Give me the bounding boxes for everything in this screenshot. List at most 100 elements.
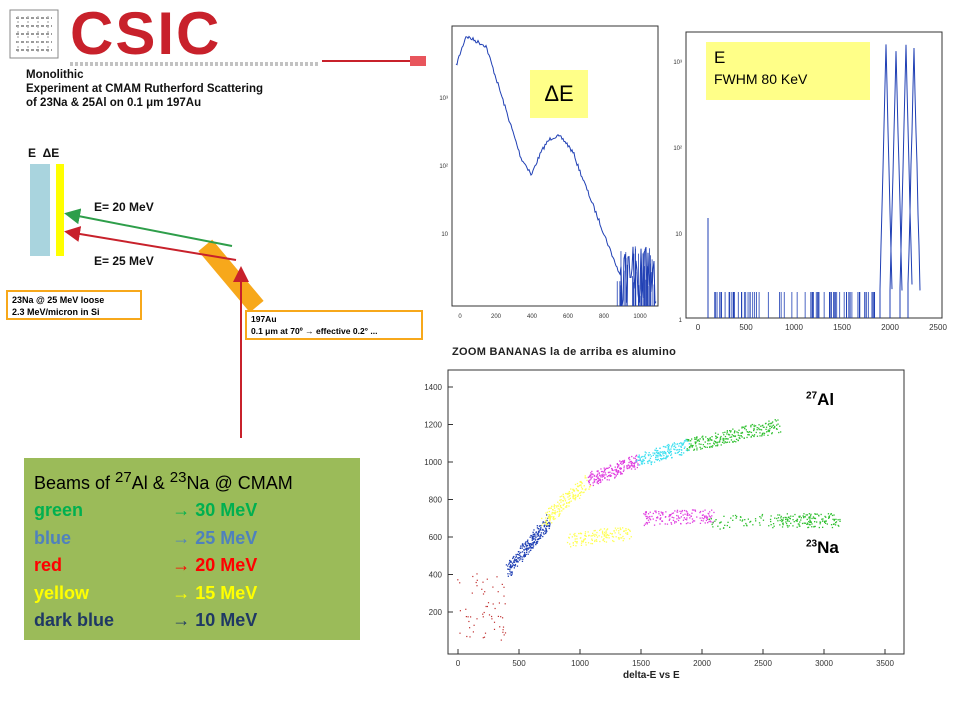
scatter-point (660, 451, 662, 453)
scatter-point (665, 446, 667, 448)
scatter-point (685, 440, 687, 442)
scatter-point (607, 467, 609, 469)
scatter-point (756, 435, 759, 437)
scatter-point (678, 454, 681, 456)
scatter-point (542, 532, 545, 534)
scatter-point (507, 575, 509, 577)
scatter-point (606, 528, 609, 530)
scatter-point (513, 564, 516, 567)
de-x-tick: 800 (599, 314, 610, 320)
scatter-point (739, 437, 741, 440)
scatter-point (695, 441, 697, 443)
scatter-point (708, 518, 711, 520)
scatter-point (652, 452, 654, 454)
scatter-point (828, 515, 831, 517)
scatter-point (713, 440, 716, 442)
scatter-point (485, 605, 487, 608)
scatter-point (671, 516, 673, 518)
scatter-point (629, 461, 631, 463)
scatter-point (509, 568, 511, 570)
scatter-point (650, 463, 652, 466)
scatter-point (515, 555, 517, 557)
scatter-point (553, 518, 555, 521)
scatter-point (560, 499, 562, 501)
scatter-point (542, 528, 544, 531)
scatter-point (543, 524, 545, 527)
scatter-point (509, 570, 511, 572)
scatter-point (681, 444, 683, 446)
scatter-point (584, 489, 587, 491)
scatter-point (526, 549, 528, 552)
scatter-point (610, 475, 612, 477)
scatter-point (514, 559, 516, 561)
scatter-point (577, 494, 579, 496)
scatter-point (771, 426, 773, 429)
scatter-point (540, 534, 542, 536)
scatter-point (580, 484, 582, 486)
scatter-point (649, 460, 651, 462)
scatter-point (584, 475, 586, 477)
scatter-point (670, 446, 673, 448)
scatter-point (711, 523, 713, 526)
scatter-point (547, 525, 549, 527)
scatter-point (594, 539, 596, 542)
scatter-point (623, 467, 625, 469)
scatter-point (667, 443, 669, 446)
scatter-point (700, 443, 702, 445)
scatter-point (706, 518, 709, 520)
scatter-point (704, 441, 706, 443)
scatter-point (562, 508, 564, 510)
scatter-point (702, 444, 704, 446)
beam-arrows (64, 208, 249, 438)
scatter-point (792, 525, 794, 527)
scatter-point (544, 521, 546, 524)
scatter-point (566, 541, 569, 544)
scatter-point (528, 551, 530, 553)
scatter-point (693, 448, 696, 450)
scatter-point (601, 530, 604, 532)
scatter-point (576, 485, 579, 487)
scatter-point (481, 588, 483, 590)
scatter-point (523, 549, 525, 551)
scatter-point (581, 482, 583, 484)
scatter-point (683, 452, 685, 454)
scatter-point (583, 485, 585, 487)
scatter-point (642, 458, 644, 461)
scatter-point (684, 518, 687, 520)
scatter-point (674, 445, 676, 447)
scatter-point (515, 560, 517, 562)
scatter-point (585, 544, 587, 546)
scatter-point (614, 476, 616, 478)
scatter-point (545, 522, 547, 525)
scatter-point (768, 429, 771, 431)
scatter-point (663, 457, 665, 459)
scatter-point (591, 476, 594, 478)
scatter-point (825, 520, 827, 522)
scatter-point (683, 509, 686, 512)
scatter-point (724, 441, 726, 443)
scatter-y-tick: 600 (429, 533, 443, 542)
scatter-point (521, 560, 524, 562)
scatter-point (622, 460, 624, 462)
scatter-point (711, 439, 713, 441)
scatter-point (656, 516, 659, 518)
scatter-point (809, 521, 811, 524)
scatter-point (502, 626, 505, 628)
scatter-point (716, 436, 719, 439)
scatter-point (768, 430, 770, 433)
scatter-y-tick: 800 (429, 496, 443, 505)
scatter-x-tick: 500 (512, 659, 526, 668)
scatter-point (572, 488, 574, 491)
scatter-point (587, 542, 590, 544)
scatter-point (476, 573, 478, 575)
scatter-point (561, 510, 563, 512)
scatter-point (549, 517, 551, 519)
scatter-point (648, 452, 650, 454)
scatter-point (540, 529, 542, 531)
scatter-point (533, 541, 535, 543)
scatter-point (562, 493, 564, 495)
scatter-point (758, 522, 761, 524)
scatter-point (585, 477, 587, 479)
scatter-point (537, 535, 539, 537)
scatter-point (720, 444, 722, 446)
